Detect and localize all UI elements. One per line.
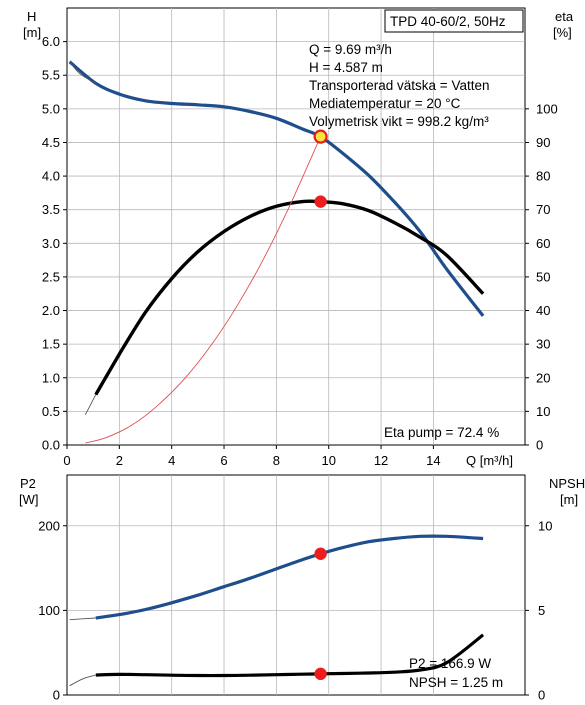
head-tick-label: 4.5 <box>42 135 60 150</box>
x-tick-label: 14 <box>426 453 440 468</box>
eta-curve <box>94 199 485 396</box>
npsh-curve <box>95 633 485 678</box>
top-ticks: 0 2 4 6 8 10 12 14 0.0 0.5 1.0 1.5 2.0 2.5 3.0 3.5 4.0 4.… <box>42 34 558 468</box>
eta-tick-label: 30 <box>536 337 550 352</box>
eta-tick-label: 50 <box>536 269 550 284</box>
power-tick-label: 0 <box>53 688 60 703</box>
npsh-tick-label: 10 <box>538 518 552 533</box>
eta-ext-curve <box>84 394 97 415</box>
head-tick-label: 2.5 <box>42 269 60 284</box>
bottom-series <box>69 534 485 687</box>
info-npsh: NPSH = 1.25 m <box>409 675 503 690</box>
eta-tick-label: 40 <box>536 303 550 318</box>
eta-tick-label: 0 <box>536 438 543 453</box>
flow-axis-label: Q [m³/h] <box>466 453 513 468</box>
bottom-grid <box>67 475 525 695</box>
power-axis-label: P2 <box>20 476 36 491</box>
npsh-ext-curve <box>69 674 96 687</box>
info-density: Volymetrisk vikt = 998.2 kg/m³ <box>309 114 489 129</box>
info-liquid: Transporterad vätska = Vatten <box>309 78 489 93</box>
eta-tick-label: 70 <box>536 202 550 217</box>
npsh-tick-label: 5 <box>538 603 545 618</box>
x-tick-label: 2 <box>116 453 123 468</box>
bottom-chart-frame <box>66 474 526 696</box>
head-tick-label: 1.0 <box>42 370 60 385</box>
x-tick-label: 6 <box>220 453 227 468</box>
head-tick-label: 3.0 <box>42 236 60 251</box>
eta-axis-unit: [%] <box>553 25 572 40</box>
p2-curve <box>95 534 484 620</box>
top-series <box>68 60 485 444</box>
npsh-axis-unit: [m] <box>560 492 578 507</box>
head-tick-label: 3.5 <box>42 202 60 217</box>
eta-axis-label: eta <box>555 9 574 24</box>
duty-point-marker <box>314 547 327 561</box>
info-flow: Q = 9.69 m³/h <box>309 42 392 57</box>
bottom-ticks: 0 100 200 0 5 10 <box>38 518 552 702</box>
eta-tick-label: 20 <box>536 370 550 385</box>
duty-point-marker <box>314 195 327 208</box>
eta-tick-label: 80 <box>536 169 550 184</box>
head-ext-curve <box>69 61 97 84</box>
head-tick-label: 0.0 <box>42 438 60 453</box>
eta-tick-label: 10 <box>536 404 550 419</box>
head-curve <box>68 60 485 317</box>
power-axis-unit: [W] <box>19 492 39 507</box>
top-points <box>313 129 328 208</box>
head-tick-label: 4.0 <box>42 169 60 184</box>
x-tick-label: 0 <box>63 453 70 468</box>
npsh-tick-label: 0 <box>538 688 545 703</box>
power-tick-label: 100 <box>38 603 60 618</box>
duty-point-marker <box>314 667 327 681</box>
top-grid <box>67 8 525 445</box>
head-axis-unit: [m] <box>23 25 41 40</box>
eta-tick-label: 60 <box>536 236 550 251</box>
head-tick-label: 0.5 <box>42 404 60 419</box>
head-tick-label: 6.0 <box>42 34 60 49</box>
head-tick-label: 1.5 <box>42 337 60 352</box>
npsh-axis-label: NPSH <box>549 476 585 491</box>
info-head: H = 4.587 m <box>309 60 383 75</box>
operating-point-marker <box>313 129 328 144</box>
pump-title-box <box>384 9 524 33</box>
x-tick-label: 4 <box>168 453 175 468</box>
bottom-points <box>314 547 327 681</box>
head-axis-label: H <box>27 9 36 24</box>
p2-ext-curve <box>69 617 96 621</box>
system-curve <box>85 136 322 444</box>
x-tick-label: 8 <box>273 453 280 468</box>
pump-title: TPD 40-60/2, 50Hz <box>390 14 506 29</box>
eta-tick-label: 100 <box>536 101 558 116</box>
x-tick-label: 12 <box>374 453 388 468</box>
head-tick-label: 2.0 <box>42 303 60 318</box>
x-tick-label: 10 <box>321 453 335 468</box>
head-tick-label: 5.0 <box>42 101 60 116</box>
eta-tick-label: 90 <box>536 135 550 150</box>
power-tick-label: 200 <box>38 518 60 533</box>
info-temperature: Mediatemperatur = 20 °C <box>309 96 461 111</box>
head-tick-label: 5.5 <box>42 68 60 83</box>
eta-pump-note: Eta pump = 72.4 % <box>384 425 499 440</box>
top-chart-frame <box>66 7 526 446</box>
